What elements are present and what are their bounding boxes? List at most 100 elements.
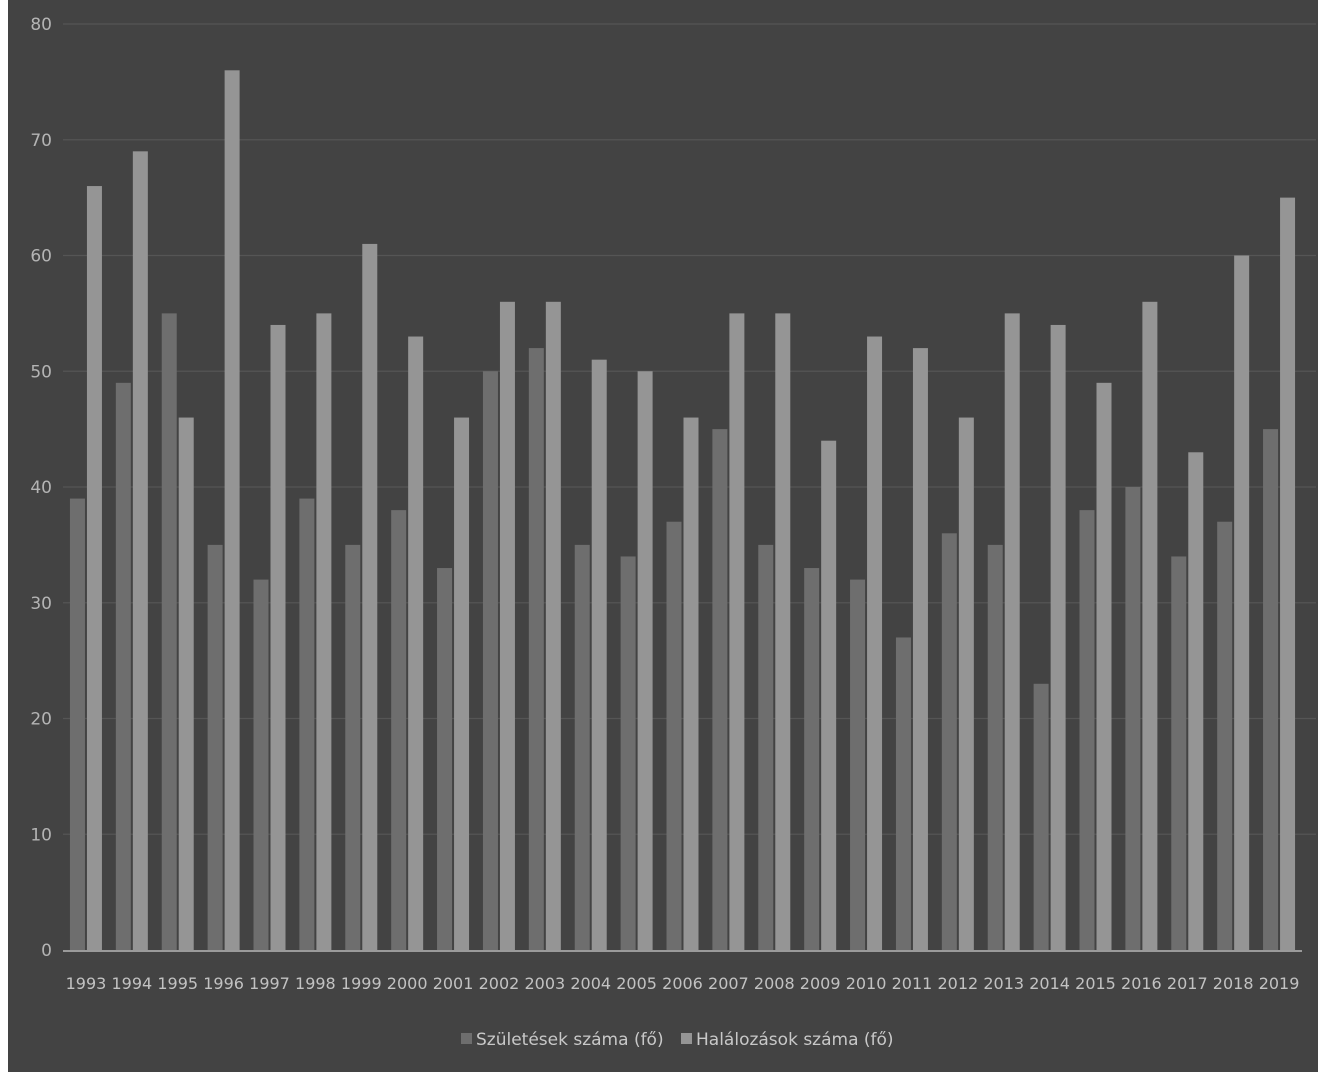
x-tick-label: 2000 [387, 974, 428, 993]
bar-births-2013 [987, 544, 1003, 950]
x-tick-label: 2014 [1029, 974, 1070, 993]
bar-births-1999 [345, 544, 361, 950]
bar-deaths-2004 [591, 359, 607, 950]
x-tick-label: 2011 [892, 974, 933, 993]
x-tick-label: 2018 [1213, 974, 1254, 993]
y-tick-label: 60 [30, 247, 52, 267]
bar-births-2014 [1033, 683, 1049, 950]
legend-swatch-births [461, 1033, 472, 1044]
bar-deaths-2011 [912, 348, 928, 951]
bar-deaths-2001 [454, 417, 470, 950]
bar-births-2011 [895, 637, 911, 950]
x-tick-label: 2007 [708, 974, 749, 993]
bar-births-2018 [1217, 521, 1233, 950]
chart-area [8, 0, 1318, 1072]
bar-births-1993 [69, 498, 85, 950]
bar-deaths-2005 [637, 371, 653, 950]
x-tick-label: 1998 [295, 974, 336, 993]
bar-births-2003 [528, 348, 544, 951]
x-tick-label: 2013 [983, 974, 1024, 993]
x-tick-label: 2012 [937, 974, 978, 993]
bar-deaths-2017 [1188, 452, 1204, 950]
bar-births-2001 [437, 568, 453, 950]
bar-deaths-2013 [1004, 313, 1020, 950]
y-tick-label: 30 [30, 594, 52, 614]
bar-deaths-1994 [132, 151, 148, 950]
y-tick-label: 20 [30, 710, 52, 730]
x-tick-label: 1997 [249, 974, 290, 993]
bar-deaths-2018 [1234, 255, 1250, 950]
bar-births-2015 [1079, 510, 1095, 950]
y-tick-label: 80 [30, 15, 52, 35]
bar-deaths-1999 [362, 243, 378, 951]
legend-label-deaths: Halálozások száma (fő) [696, 1030, 894, 1050]
bar-births-2007 [712, 429, 728, 950]
legend: Születések száma (fő) Halálozások száma … [461, 1030, 894, 1050]
bar-deaths-2007 [729, 313, 745, 950]
bar-deaths-1995 [178, 417, 194, 950]
bar-births-2008 [758, 544, 774, 950]
bar-births-2000 [391, 510, 407, 950]
bar-births-2012 [941, 533, 957, 950]
bar-births-2004 [574, 544, 590, 950]
x-tick-label: 1994 [111, 974, 152, 993]
bar-births-2017 [1171, 556, 1187, 950]
x-tick-label: 1995 [157, 974, 198, 993]
legend-label-births: Születések száma (fő) [476, 1030, 664, 1050]
y-tick-label: 0 [41, 941, 52, 961]
bar-births-1998 [299, 498, 315, 950]
x-tick-label: 2017 [1167, 974, 1208, 993]
y-tick-label: 50 [30, 362, 52, 382]
bar-births-2009 [804, 568, 820, 950]
bar-deaths-2008 [775, 313, 791, 950]
x-tick-label: 2009 [800, 974, 841, 993]
bar-births-2010 [850, 579, 866, 950]
bar-births-2002 [482, 371, 498, 950]
bar-deaths-2010 [867, 336, 883, 950]
bar-deaths-2006 [683, 417, 699, 950]
y-axis: 0 10 20 30 40 50 60 70 80 [30, 15, 52, 961]
bar-deaths-2012 [958, 417, 974, 950]
bar-deaths-1996 [224, 70, 240, 951]
bar-deaths-2000 [408, 336, 424, 950]
bar-deaths-2009 [821, 440, 837, 950]
y-tick-label: 70 [30, 131, 52, 151]
bar-births-2006 [666, 521, 682, 950]
x-tick-label: 1999 [341, 974, 382, 993]
legend-swatch-deaths [681, 1033, 692, 1044]
x-tick-label: 2019 [1259, 974, 1300, 993]
bar-births-1996 [207, 544, 223, 950]
bar-deaths-1998 [316, 313, 332, 950]
x-tick-label: 1993 [66, 974, 107, 993]
bar-deaths-2019 [1280, 197, 1296, 950]
x-tick-label: 2016 [1121, 974, 1162, 993]
bar-births-1995 [161, 313, 177, 950]
x-tick-label: 2005 [616, 974, 657, 993]
bar-deaths-2002 [499, 301, 515, 950]
bar-births-1994 [115, 382, 131, 950]
bar-births-1997 [253, 579, 269, 950]
bar-births-2005 [620, 556, 636, 950]
y-tick-label: 10 [30, 825, 52, 845]
bar-deaths-2014 [1050, 324, 1066, 950]
y-tick-label: 40 [30, 478, 52, 498]
bar-deaths-2016 [1142, 301, 1158, 950]
x-tick-label: 2006 [662, 974, 703, 993]
bar-deaths-2015 [1096, 382, 1112, 950]
bar-deaths-2003 [545, 301, 561, 950]
bar-deaths-1993 [86, 186, 102, 951]
bar-births-2019 [1263, 429, 1279, 950]
x-axis: 1993 1994 1995 1996 1997 1998 1999 2000 2001 2002… [63, 950, 1302, 993]
x-tick-label: 2003 [524, 974, 565, 993]
x-tick-label: 2010 [846, 974, 887, 993]
x-tick-label: 2008 [754, 974, 795, 993]
x-tick-label: 1996 [203, 974, 244, 993]
x-tick-label: 2002 [479, 974, 520, 993]
bar-births-2016 [1125, 487, 1141, 950]
x-tick-label: 2004 [570, 974, 611, 993]
x-tick-label: 2015 [1075, 974, 1116, 993]
bars [69, 70, 1296, 951]
x-tick-label: 2001 [433, 974, 474, 993]
